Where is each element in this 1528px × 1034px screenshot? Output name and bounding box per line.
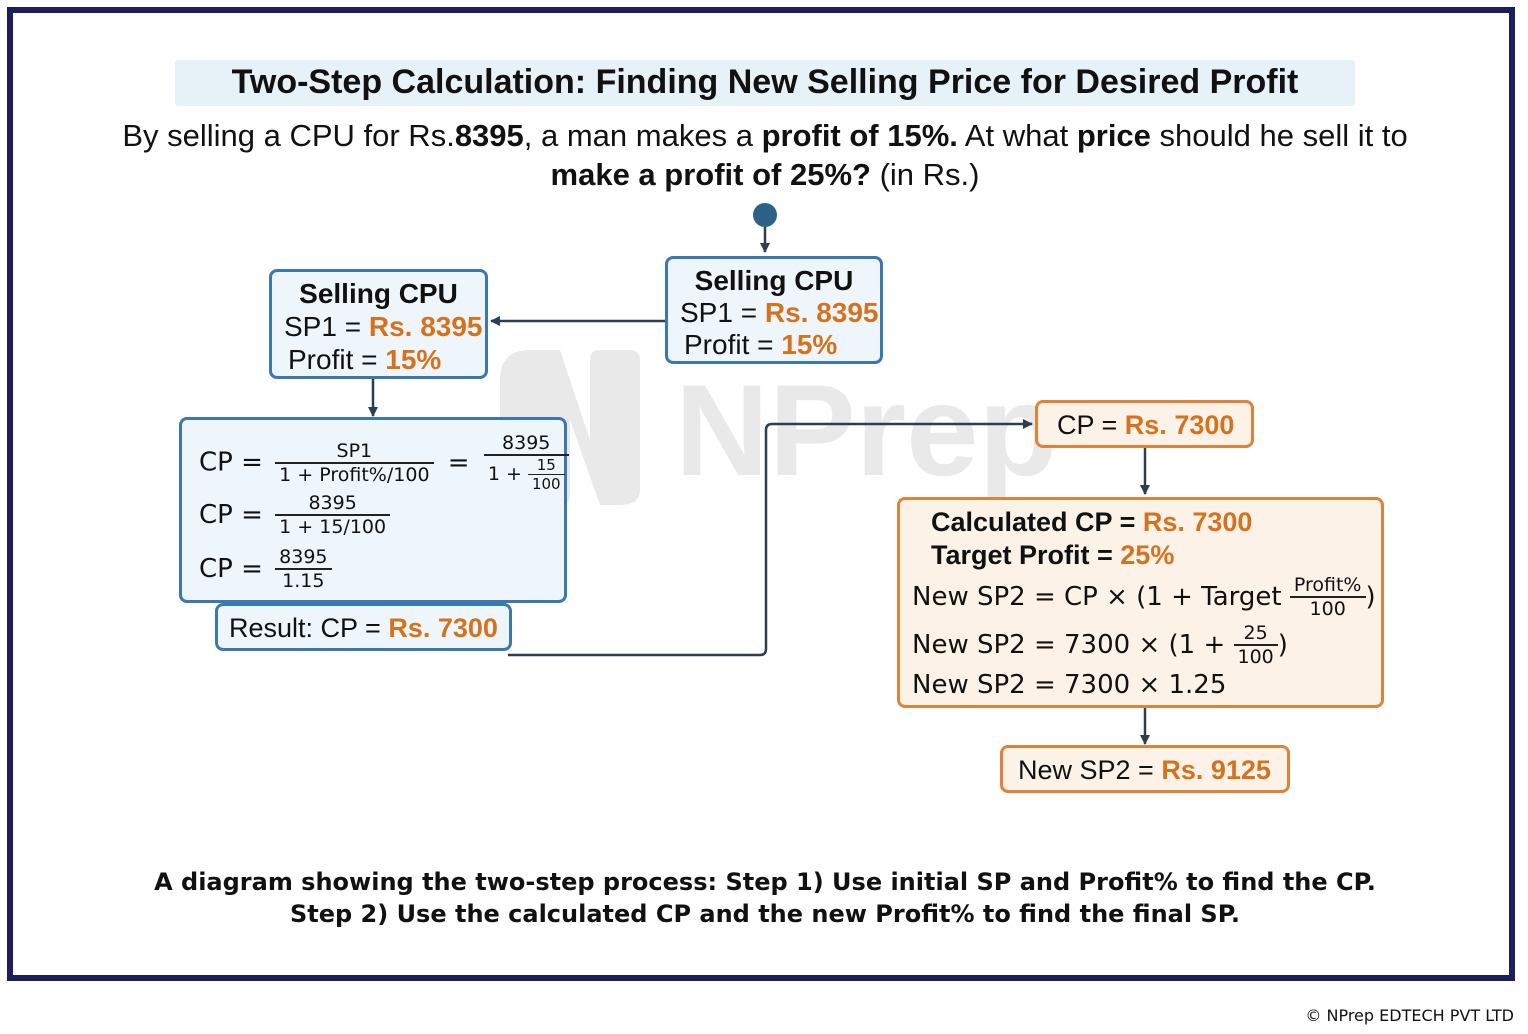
new-sp2-simplified: New SP2 = 7300 × 1.25 <box>912 670 1227 700</box>
result-box: Result: CP = Rs. 7300 <box>215 603 512 651</box>
fraction-sp1-over-profit: SP1 1 + Profit%/100 <box>275 440 434 486</box>
fraction-8395-over-1plus: 8395 1 + 15 100 <box>483 432 569 493</box>
arrow-result-to-cp <box>508 419 1033 657</box>
new-sp2-formula: New SP2 = CP × (1 + Target Profit% 100) <box>912 574 1376 620</box>
calculated-cp-line: Calculated CP = Rs. 7300 <box>931 507 1253 537</box>
target-profit-line: Target Profit = 25% <box>931 540 1175 570</box>
fraction-25-over-100: 25 100 <box>1233 622 1278 668</box>
start-box-profit: Profit = 15% <box>684 329 838 360</box>
fraction-profit-over-100: Profit% 100 <box>1289 574 1366 620</box>
cp-box: CP = Rs. 7300 <box>1035 400 1254 448</box>
calc-line-3: CP = 8395 1.15 <box>199 546 332 592</box>
start-box-title: Selling CPU <box>694 265 854 296</box>
start-node <box>753 203 777 227</box>
left-box-title: Selling CPU <box>299 278 458 309</box>
fraction-8395-over-115: 8395 1.15 <box>275 546 332 592</box>
left-box-sp: SP1 = Rs. 8395 <box>284 311 483 342</box>
left-box-profit: Profit = 15% <box>288 344 442 375</box>
calc-line-1: CP = SP1 1 + Profit%/100 = 8395 1 + 15 10… <box>199 432 569 493</box>
final-box: New SP2 = Rs. 9125 <box>1000 745 1290 793</box>
copyright: © NPrep EDTECH PVT LTD <box>1305 1006 1514 1025</box>
calc-box: CP = SP1 1 + Profit%/100 = 8395 1 + 15 10… <box>179 417 569 603</box>
left-box: Selling CPU SP1 = Rs. 8395 Profit = 15% <box>269 269 488 379</box>
fraction-8395-over-1plus15: 8395 1 + 15/100 <box>275 492 391 538</box>
step2-box: Calculated CP = Rs. 7300 Target Profit =… <box>897 497 1384 708</box>
page-title: Two-Step Calculation: Finding New Sellin… <box>231 63 1299 101</box>
cp-text: CP = Rs. 7300 <box>1057 410 1235 440</box>
final-text: New SP2 = Rs. 9125 <box>1018 755 1271 785</box>
result-text: Result: CP = Rs. 7300 <box>229 613 498 643</box>
new-sp2-substituted: New SP2 = 7300 × (1 + 25 100) <box>912 622 1288 668</box>
title-background <box>175 60 1355 106</box>
caption: A diagram showing the two-step process: … <box>154 868 1376 928</box>
start-box-sp: SP1 = Rs. 8395 <box>680 297 879 328</box>
calc-line-2: CP = 8395 1 + 15/100 <box>199 492 391 538</box>
question-text: By selling a CPU for Rs.8395, a man make… <box>122 118 1408 192</box>
start-box: Selling CPU SP1 = Rs. 8395 Profit = 15% <box>665 256 883 364</box>
